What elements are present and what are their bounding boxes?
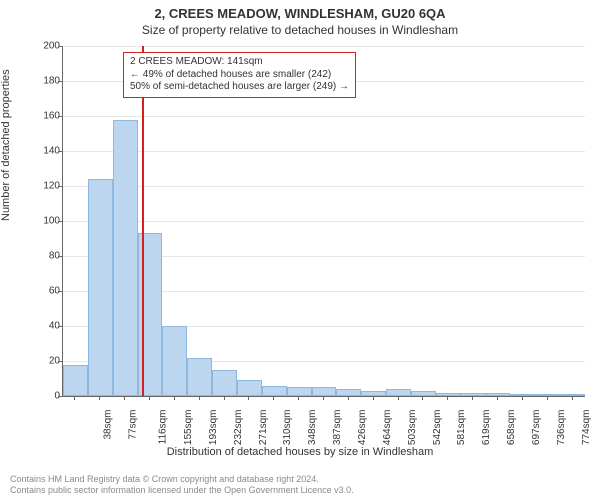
y-tick-label: 40	[30, 321, 60, 332]
x-tick-label: 155sqm	[183, 410, 194, 446]
y-tick-mark	[58, 186, 62, 187]
footer-text: Contains HM Land Registry data © Crown c…	[10, 474, 354, 497]
y-tick-label: 20	[30, 356, 60, 367]
y-tick-label: 200	[30, 41, 60, 52]
x-tick-label: 736sqm	[556, 410, 567, 446]
x-tick-label: 464sqm	[382, 410, 393, 446]
histogram-bar	[535, 394, 560, 396]
x-tick-label: 77sqm	[128, 410, 139, 440]
histogram-bar	[560, 394, 585, 396]
y-tick-label: 0	[30, 391, 60, 402]
histogram-bar	[336, 389, 361, 396]
histogram-bar	[510, 394, 535, 396]
y-tick-mark	[58, 361, 62, 362]
x-tick-mark	[348, 396, 349, 400]
x-tick-label: 503sqm	[407, 410, 418, 446]
x-tick-mark	[522, 396, 523, 400]
annotation-box: 2 CREES MEADOW: 141sqm ← 49% of detached…	[123, 52, 356, 98]
histogram-bar	[411, 391, 436, 396]
x-tick-mark	[248, 396, 249, 400]
x-tick-mark	[422, 396, 423, 400]
y-tick-label: 160	[30, 111, 60, 122]
x-tick-mark	[398, 396, 399, 400]
y-tick-label: 60	[30, 286, 60, 297]
x-tick-label: 658sqm	[506, 410, 517, 446]
x-tick-mark	[273, 396, 274, 400]
x-tick-mark	[373, 396, 374, 400]
x-tick-mark	[323, 396, 324, 400]
x-tick-mark	[199, 396, 200, 400]
x-tick-mark	[447, 396, 448, 400]
histogram-bar	[113, 120, 138, 397]
x-tick-label: 619sqm	[481, 410, 492, 446]
x-tick-mark	[224, 396, 225, 400]
x-tick-mark	[547, 396, 548, 400]
property-marker-line	[142, 46, 144, 396]
x-tick-label: 232sqm	[233, 410, 244, 446]
annotation-line1: 2 CREES MEADOW: 141sqm	[130, 56, 349, 69]
annotation-line3: 50% of semi-detached houses are larger (…	[130, 81, 349, 94]
histogram-bar	[361, 391, 386, 396]
x-tick-mark	[74, 396, 75, 400]
y-tick-mark	[58, 256, 62, 257]
x-axis-label: Distribution of detached houses by size …	[0, 446, 600, 458]
y-tick-mark	[58, 221, 62, 222]
x-tick-mark	[149, 396, 150, 400]
footer-line2: Contains public sector information licen…	[10, 485, 354, 496]
histogram-bar	[312, 387, 337, 396]
annotation-line2: ← 49% of detached houses are smaller (24…	[130, 69, 349, 82]
y-tick-label: 180	[30, 76, 60, 87]
y-tick-mark	[58, 291, 62, 292]
histogram-bar	[386, 389, 411, 396]
y-tick-mark	[58, 326, 62, 327]
y-axis-label: Number of detached properties	[0, 69, 12, 221]
x-tick-label: 581sqm	[457, 410, 468, 446]
x-tick-label: 271sqm	[258, 410, 269, 446]
histogram-bar	[237, 380, 262, 396]
x-tick-label: 310sqm	[283, 410, 294, 446]
x-tick-label: 348sqm	[307, 410, 318, 446]
histogram-bar	[187, 358, 212, 397]
x-tick-label: 116sqm	[157, 410, 168, 445]
x-tick-label: 542sqm	[432, 410, 443, 446]
y-tick-label: 140	[30, 146, 60, 157]
chart-subtitle: Size of property relative to detached ho…	[0, 21, 600, 37]
y-tick-mark	[58, 46, 62, 47]
x-tick-label: 193sqm	[208, 410, 219, 446]
histogram-bar	[212, 370, 237, 396]
y-tick-mark	[58, 81, 62, 82]
y-tick-label: 80	[30, 251, 60, 262]
x-tick-label: 387sqm	[332, 410, 343, 446]
y-tick-label: 120	[30, 181, 60, 192]
plot-area: 2 CREES MEADOW: 141sqm ← 49% of detached…	[62, 46, 585, 397]
histogram-bar	[262, 386, 287, 397]
x-tick-label: 38sqm	[103, 410, 114, 440]
y-tick-label: 100	[30, 216, 60, 227]
footer-line1: Contains HM Land Registry data © Crown c…	[10, 474, 354, 485]
x-tick-mark	[298, 396, 299, 400]
x-tick-label: 774sqm	[581, 410, 592, 446]
histogram-bar	[88, 179, 113, 396]
x-tick-mark	[572, 396, 573, 400]
x-tick-label: 426sqm	[357, 410, 368, 446]
histogram-bar	[162, 326, 187, 396]
x-tick-label: 697sqm	[531, 410, 542, 446]
x-tick-mark	[497, 396, 498, 400]
x-tick-mark	[472, 396, 473, 400]
chart-container: 2, CREES MEADOW, WINDLESHAM, GU20 6QA Si…	[0, 0, 600, 500]
x-tick-mark	[174, 396, 175, 400]
x-tick-mark	[124, 396, 125, 400]
y-tick-mark	[58, 116, 62, 117]
chart-title: 2, CREES MEADOW, WINDLESHAM, GU20 6QA	[0, 0, 600, 21]
x-tick-mark	[99, 396, 100, 400]
histogram-bar	[63, 365, 88, 397]
histogram-bar	[287, 387, 312, 396]
y-tick-mark	[58, 396, 62, 397]
y-tick-mark	[58, 151, 62, 152]
